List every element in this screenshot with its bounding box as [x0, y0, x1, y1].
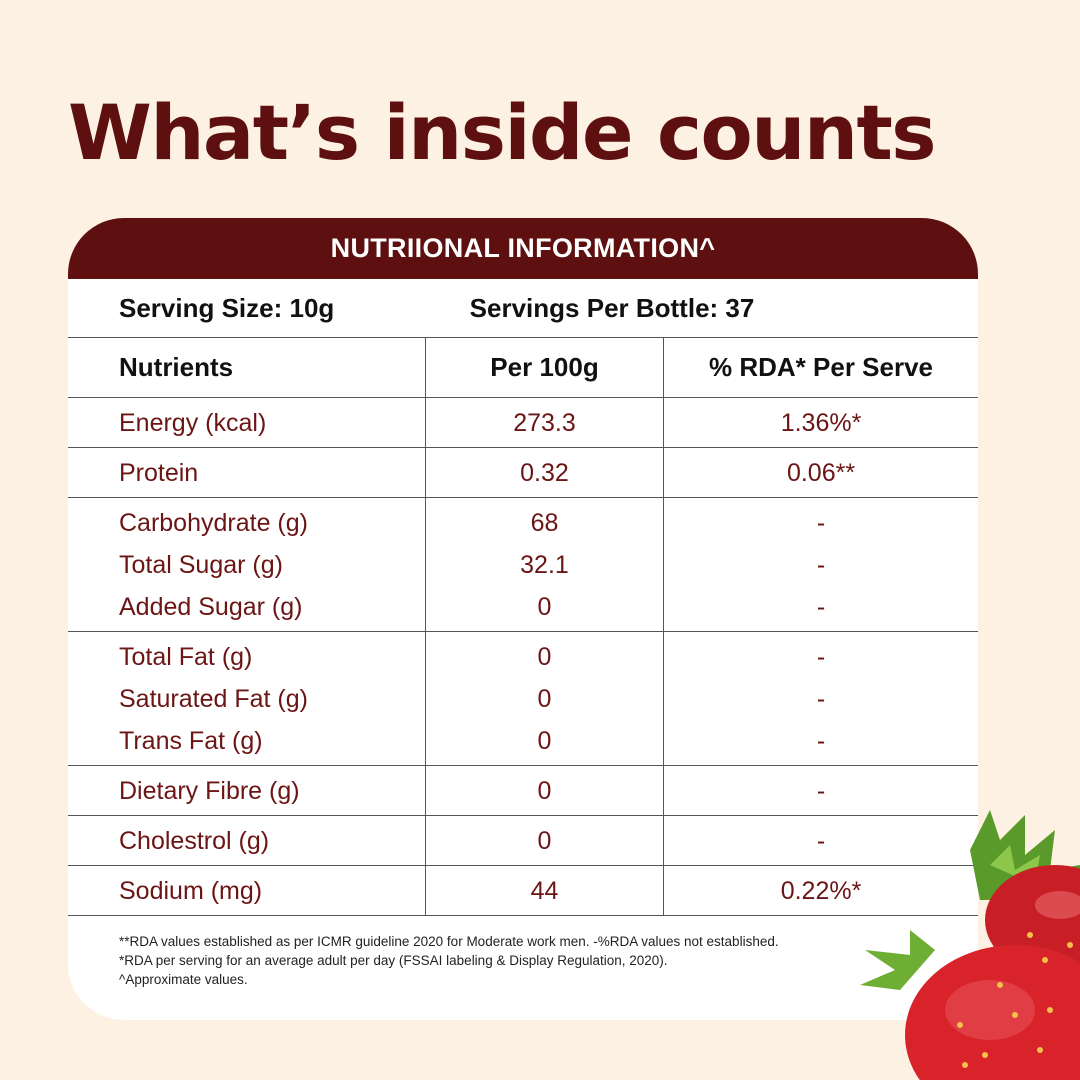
nutrient-name-cell: Dietary Fibre (g): [68, 766, 426, 815]
per-100g-value-cell: 0: [426, 766, 664, 815]
footnote: **RDA values established as per ICMR gui…: [119, 934, 779, 949]
table-row: Cholestrol (g) 0 -: [68, 816, 978, 866]
rda-value: -: [816, 550, 826, 579]
per-100g-value-cell: 0 0 0: [426, 632, 664, 765]
per-100g-value-cell: 68 32.1 0: [426, 498, 664, 631]
nutrient-name: Carbohydrate (g): [119, 508, 308, 537]
rda-value: 1.36%*: [780, 408, 862, 437]
rda-value: -: [816, 826, 826, 855]
per-100g-value: 0: [537, 642, 552, 671]
column-header-rda: % RDA* Per Serve: [709, 352, 933, 382]
per-100g-value-cell: 0.32: [426, 448, 664, 497]
table-title: NUTRIIONAL INFORMATION^: [68, 218, 978, 279]
footnotes: **RDA values established as per ICMR gui…: [68, 916, 978, 989]
per-100g-value: 0: [537, 726, 552, 755]
per-100g-value: 0: [537, 684, 552, 713]
column-header-per-100g: Per 100g: [426, 338, 664, 397]
table-row: Sodium (mg) 44 0.22%*: [68, 866, 978, 916]
rda-value: 0.22%*: [780, 876, 862, 905]
rda-value-cell: 0.22%*: [664, 866, 978, 915]
nutrient-name-cell: Carbohydrate (g) Total Sugar (g) Added Sug…: [68, 498, 426, 631]
per-100g-value: 0.32: [520, 458, 569, 487]
footnote: ^Approximate values.: [119, 972, 248, 987]
rda-value: -: [816, 684, 826, 713]
nutrient-name: Trans Fat (g): [119, 726, 263, 755]
rda-value: -: [816, 642, 826, 671]
rda-value-cell: 1.36%*: [664, 398, 978, 447]
per-100g-value: 32.1: [520, 550, 569, 579]
nutrient-name-cell: Total Fat (g) Saturated Fat (g) Trans Fat …: [68, 632, 426, 765]
per-100g-value: 0: [537, 826, 552, 855]
rda-value-cell: - - -: [664, 632, 978, 765]
rda-value: -: [816, 508, 826, 537]
rda-value-cell: -: [664, 766, 978, 815]
per-100g-value: 0: [537, 776, 552, 805]
per-100g-value: 44: [530, 876, 559, 905]
per-100g-value-cell: 0: [426, 816, 664, 865]
strawberry-fruit-icon: [905, 865, 1080, 1080]
rda-value-cell: - - -: [664, 498, 978, 631]
strawberry-image: [860, 810, 1080, 1080]
table-row: Total Fat (g) Saturated Fat (g) Trans Fat …: [68, 632, 978, 766]
nutrition-table-card: NUTRIIONAL INFORMATION^ Serving Size: 10…: [68, 218, 978, 1020]
servings-per-bottle: Servings Per Bottle: 37: [469, 292, 755, 323]
table-row: Dietary Fibre (g) 0 -: [68, 766, 978, 816]
nutrient-name: Total Sugar (g): [119, 550, 283, 579]
nutrient-name: Cholestrol (g): [119, 826, 270, 855]
per-100g-value-cell: 273.3: [426, 398, 664, 447]
nutrient-name: Total Fat (g): [119, 642, 253, 671]
nutrient-name-cell: Energy (kcal): [68, 398, 426, 447]
nutrient-name-cell: Cholestrol (g): [68, 816, 426, 865]
nutrient-name: Sodium (mg): [119, 876, 263, 905]
footnote: *RDA per serving for an average adult pe…: [119, 953, 668, 968]
nutrient-name: Added Sugar (g): [119, 592, 303, 621]
rda-value-cell: 0.06**: [664, 448, 978, 497]
per-100g-value: 68: [530, 508, 559, 537]
nutrient-name: Saturated Fat (g): [119, 684, 308, 713]
table-row: Protein 0.32 0.06**: [68, 448, 978, 498]
nutrient-name: Energy (kcal): [119, 408, 267, 437]
serving-info-row: Serving Size: 10g Servings Per Bottle: 3…: [68, 279, 978, 338]
rda-value-cell: -: [664, 816, 978, 865]
column-header-row: Nutrients Per 100g % RDA* Per Serve: [68, 338, 978, 398]
per-100g-value: 0: [537, 592, 552, 621]
nutrient-name: Dietary Fibre (g): [119, 776, 300, 805]
per-100g-value: 273.3: [513, 408, 576, 437]
column-header-nutrients: Nutrients: [68, 338, 426, 397]
page-headline: What’s inside counts: [68, 88, 937, 177]
nutrient-name: Protein: [119, 458, 199, 487]
nutrient-name-cell: Protein: [68, 448, 426, 497]
rda-value: -: [816, 726, 826, 755]
rda-value: -: [816, 592, 826, 621]
table-body: Energy (kcal) 273.3 1.36%* Protein 0.32 0.06*…: [68, 398, 978, 916]
rda-value: -: [816, 776, 826, 805]
table-row: Energy (kcal) 273.3 1.36%*: [68, 398, 978, 448]
rda-value: 0.06**: [786, 458, 856, 487]
table-row: Carbohydrate (g) Total Sugar (g) Added Sug…: [68, 498, 978, 632]
per-100g-value-cell: 44: [426, 866, 664, 915]
nutrient-name-cell: Sodium (mg): [68, 866, 426, 915]
serving-size: Serving Size: 10g: [119, 292, 335, 323]
